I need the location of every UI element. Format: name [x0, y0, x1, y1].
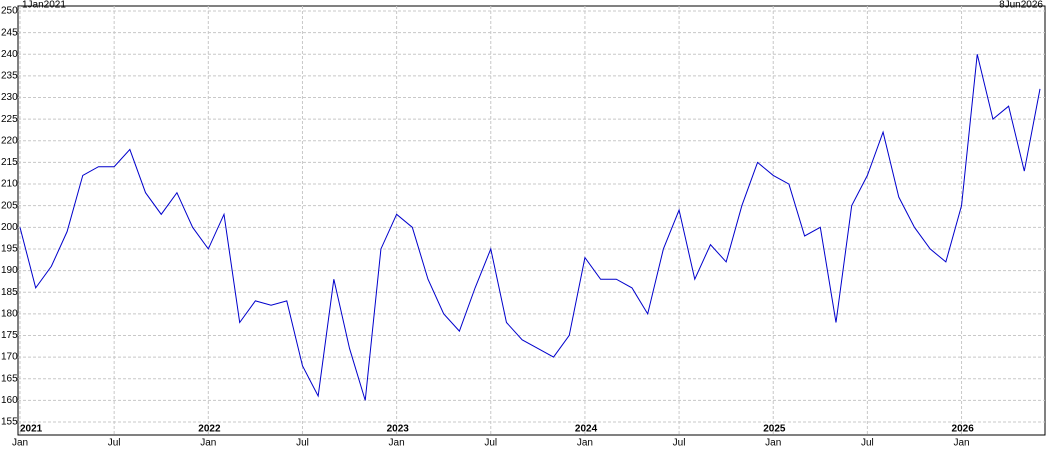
- price-line: [19, 54, 1041, 401]
- y-tick-label: 185: [1, 287, 18, 298]
- start-label: 1Jan2021: [22, 0, 66, 11]
- year-label: 2025: [763, 424, 786, 435]
- x-tick-label: Jan: [12, 438, 28, 449]
- x-tick-label: Jul: [484, 438, 497, 449]
- y-tick-label: 180: [1, 308, 18, 319]
- x-tick-label: Jul: [673, 438, 686, 449]
- x-tick-label: Jan: [953, 438, 969, 449]
- y-tick-label: 250: [1, 6, 18, 17]
- y-tick-label: 225: [1, 114, 18, 125]
- y-tick-label: 165: [1, 373, 18, 384]
- y-tick-label: 170: [1, 352, 18, 363]
- y-tick-label: 205: [1, 200, 18, 211]
- year-label: 2026: [952, 424, 975, 435]
- x-tick-label: Jul: [861, 438, 874, 449]
- y-tick-label: 195: [1, 244, 18, 255]
- y-tick-label: 200: [1, 222, 18, 233]
- x-tick-label: Jan: [577, 438, 593, 449]
- plot-frame: [17, 5, 1046, 436]
- x-tick-label: Jan: [389, 438, 405, 449]
- x-tick-label: Jan: [765, 438, 781, 449]
- y-tick-label: 160: [1, 395, 18, 406]
- end-label: 8Jun2026: [999, 0, 1043, 11]
- x-tick-label: Jul: [108, 438, 121, 449]
- y-tick-label: 210: [1, 179, 18, 190]
- x-tick-label: Jan: [200, 438, 216, 449]
- y-tick-label: 175: [1, 330, 18, 341]
- year-label: 2021: [20, 424, 43, 435]
- year-label: 2023: [387, 424, 410, 435]
- y-tick-label: 240: [1, 49, 18, 60]
- x-tick-label: Jul: [296, 438, 309, 449]
- y-tick-label: 155: [1, 417, 18, 428]
- y-tick-label: 190: [1, 265, 18, 276]
- y-tick-label: 215: [1, 157, 18, 168]
- year-label: 2022: [198, 424, 221, 435]
- year-label: 2024: [575, 424, 598, 435]
- y-tick-label: 220: [1, 135, 18, 146]
- y-tick-label: 245: [1, 27, 18, 38]
- y-tick-label: 230: [1, 92, 18, 103]
- y-tick-label: 235: [1, 71, 18, 82]
